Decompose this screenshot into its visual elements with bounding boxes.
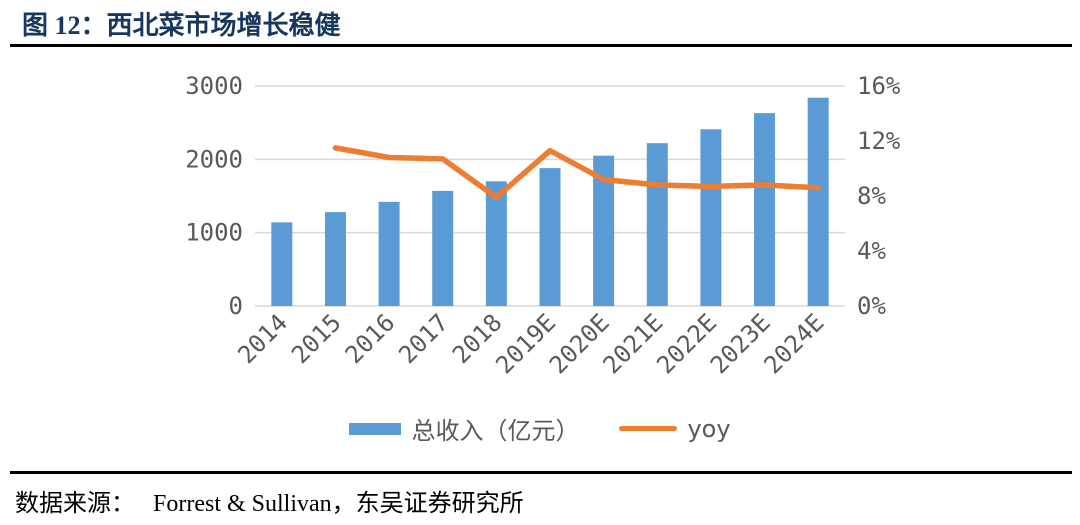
y-axis-right-tick-label: 16% [857,72,901,100]
source-label: 数据来源： [15,491,135,517]
revenue-bar-2018 [485,181,507,306]
legend-bar-label: 总收入（亿元） [411,417,580,445]
revenue-bar-2017 [432,190,454,306]
line-series-swatch [619,426,678,431]
y-axis-right-tick-label: 4% [857,237,886,265]
x-axis-label-2020E: 2020E [544,308,615,379]
x-axis-label-2015: 2015 [286,308,347,369]
revenue-bar-2021E [646,143,668,306]
data-source-line: 数据来源： Forrest & Sullivan，东吴证券研究所 [15,483,524,518]
revenue-bar-2016 [378,201,400,306]
chart-legend: 总收入（亿元） yoy [0,411,1080,446]
x-axis-label-2019E: 2019E [490,308,561,379]
x-axis-label-2023E: 2023E [705,308,776,379]
y-axis-left-tick-label: 2000 [185,145,243,173]
revenue-bar-2019E [539,168,561,306]
figure-title: 图 12：西北菜市场增长稳健 [22,11,341,40]
x-axis-label-2017: 2017 [393,308,454,369]
revenue-bar-2020E [593,155,615,306]
y-axis-left-tick-label: 3000 [185,72,243,100]
revenue-bar-2023E [754,113,776,306]
x-axis-label-2024E: 2024E [759,308,830,379]
x-axis-label-2022E: 2022E [651,308,722,379]
y-axis-left-tick-label: 1000 [185,219,243,247]
footer-rule [10,471,1072,474]
header-rule [10,44,1072,47]
combo-bar-line-chart: 01000200030000%4%8%12%16%201420152016201… [185,72,901,379]
legend-item-yoy: yoy [619,414,731,443]
source-text: Forrest & Sullivan，东吴证券研究所 [153,491,524,517]
y-axis-left-tick-label: 0 [229,292,243,320]
revenue-bar-2014 [271,222,293,306]
x-axis-label-2021E: 2021E [598,308,669,379]
revenue-bar-2022E [700,129,722,306]
revenue-bar-2024E [807,97,829,306]
yoy-line [332,145,821,201]
y-axis-right-tick-label: 8% [857,182,886,210]
y-axis-right-tick-label: 12% [857,127,901,155]
legend-item-revenue: 总收入（亿元） [349,411,579,446]
revenue-bar-2015 [324,212,346,306]
legend-line-label: yoy [687,414,731,443]
x-axis-label-2016: 2016 [340,308,401,369]
bar-series-swatch [349,422,402,435]
y-axis-right-tick-label: 0% [857,292,886,320]
